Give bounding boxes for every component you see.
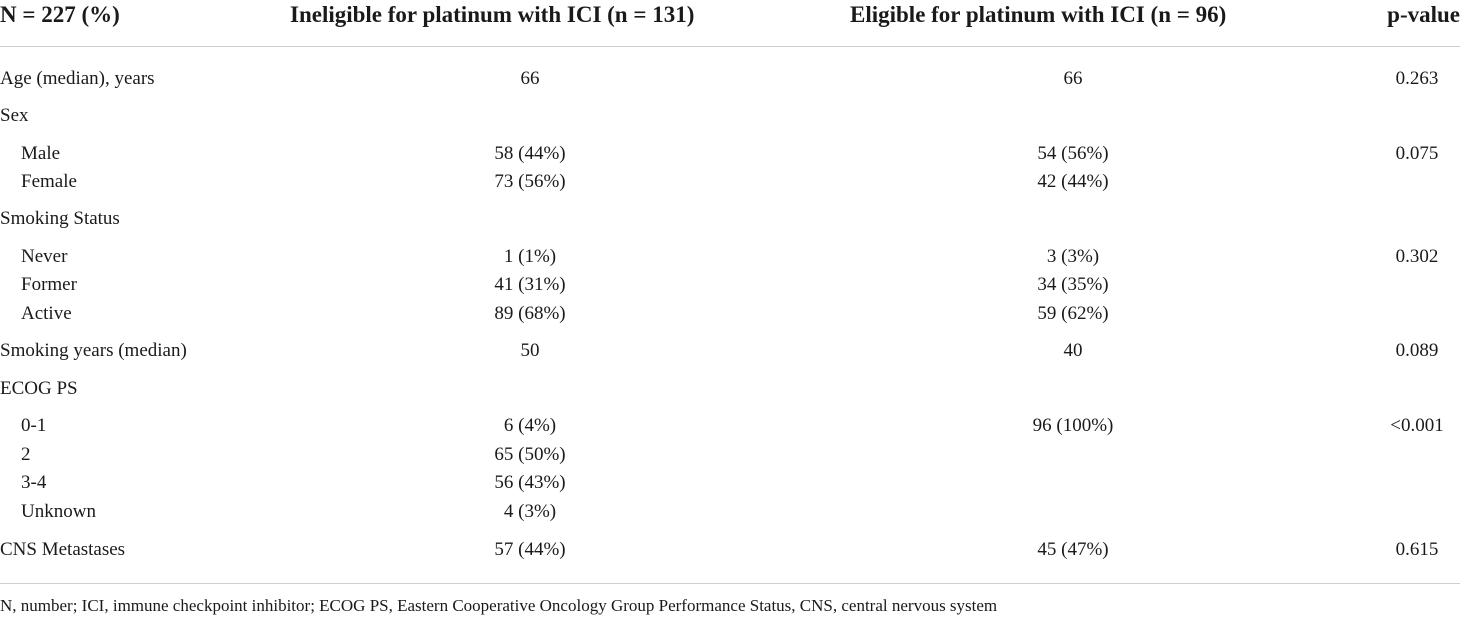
eligible-value-cell: 42 (44%) <box>1037 171 1109 192</box>
eligible-value-cell: 45 (47%) <box>1037 539 1109 560</box>
ineligible-value-cell: 65 (50%) <box>494 444 566 465</box>
ineligible-value-cell: 57 (44%) <box>494 539 566 560</box>
table-row: Smoking years (median) 50 40 0.089 <box>0 337 1460 365</box>
ineligible-value-cell: 50 <box>520 340 540 361</box>
ineligible-value-cell: 6 (4%) <box>503 415 557 436</box>
table-row: Active 89 (68%) 59 (62%) <box>0 300 1460 328</box>
row-label-cell: Smoking years (median) <box>0 340 187 361</box>
ineligible-value-cell: 73 (56%) <box>494 171 566 192</box>
table-row: Female 73 (56%) 42 (44%) <box>0 168 1460 196</box>
eligible-value-cell: 96 (100%) <box>1032 415 1114 436</box>
row-label-cell: Age (median), years <box>0 68 155 89</box>
eligible-value-cell: 59 (62%) <box>1037 303 1109 324</box>
eligible-value-cell: 66 <box>1063 68 1083 89</box>
p-value-cell: 0.615 <box>1395 539 1439 560</box>
header-cell-p-value: p-value <box>1387 2 1460 27</box>
ineligible-value-cell: 89 (68%) <box>494 303 566 324</box>
eligible-value-cell: 54 (56%) <box>1037 143 1109 164</box>
row-label-cell: Smoking Status <box>0 208 120 229</box>
row-label-cell: CNS Metastases <box>0 539 126 560</box>
row-label-cell: Male <box>21 143 61 164</box>
p-value-cell: 0.089 <box>1395 340 1439 361</box>
row-label-cell: Active <box>21 303 72 324</box>
row-label-cell: Female <box>21 171 77 192</box>
row-label-cell: 2 <box>21 444 31 465</box>
row-label-cell: Never <box>21 246 68 267</box>
eligible-value-cell: 3 (3%) <box>1046 246 1100 267</box>
table-row: Sex <box>0 102 1460 130</box>
p-value-cell: 0.302 <box>1395 246 1439 267</box>
table-header-row: N = 227 (%) Ineligible for platinum with… <box>0 0 1460 47</box>
table-row: 0-1 6 (4%) 96 (100%) <0.001 <box>0 412 1460 440</box>
ineligible-value-cell: 1 (1%) <box>503 246 557 267</box>
table-row: Age (median), years 66 66 0.263 <box>0 65 1460 93</box>
characteristics-table: N = 227 (%) Ineligible for platinum with… <box>0 0 1460 560</box>
p-value-cell: <0.001 <box>1390 415 1444 436</box>
row-label-cell: 0-1 <box>21 415 47 436</box>
table-row: Never 1 (1%) 3 (3%) 0.302 <box>0 243 1460 271</box>
ineligible-value-cell: 56 (43%) <box>494 472 566 493</box>
row-label-cell: Former <box>21 274 77 295</box>
table-bottom-rule <box>0 583 1460 584</box>
p-value-cell: 0.263 <box>1395 68 1439 89</box>
row-label-cell: Sex <box>0 105 29 126</box>
table-row: Male 58 (44%) 54 (56%) 0.075 <box>0 140 1460 168</box>
ineligible-value-cell: 41 (31%) <box>494 274 566 295</box>
p-value-cell: 0.075 <box>1395 143 1439 164</box>
eligible-value-cell: 40 <box>1063 340 1083 361</box>
table-row: CNS Metastases 57 (44%) 45 (47%) 0.615 <box>0 536 1460 564</box>
row-label-cell: ECOG PS <box>0 378 78 399</box>
table-row: Former 41 (31%) 34 (35%) <box>0 271 1460 299</box>
header-cell-ineligible: Ineligible for platinum with ICI (n = 13… <box>290 2 695 27</box>
header-cell-eligible: Eligible for platinum with ICI (n = 96) <box>850 2 1227 27</box>
table-row: Unknown 4 (3%) <box>0 498 1460 526</box>
table-row: ECOG PS <box>0 375 1460 403</box>
row-label-cell: Unknown <box>21 501 96 522</box>
ineligible-value-cell: 58 (44%) <box>494 143 566 164</box>
table-row: 2 65 (50%) <box>0 441 1460 469</box>
table-footnote: N, number; ICI, immune checkpoint inhibi… <box>0 596 998 615</box>
eligible-value-cell: 34 (35%) <box>1037 274 1109 295</box>
table-row: 3-4 56 (43%) <box>0 469 1460 497</box>
table-row: Smoking Status <box>0 205 1460 233</box>
header-cell-total: N = 227 (%) <box>0 2 120 27</box>
row-label-cell: 3-4 <box>21 472 47 493</box>
ineligible-value-cell: 66 <box>520 68 540 89</box>
ineligible-value-cell: 4 (3%) <box>503 501 557 522</box>
